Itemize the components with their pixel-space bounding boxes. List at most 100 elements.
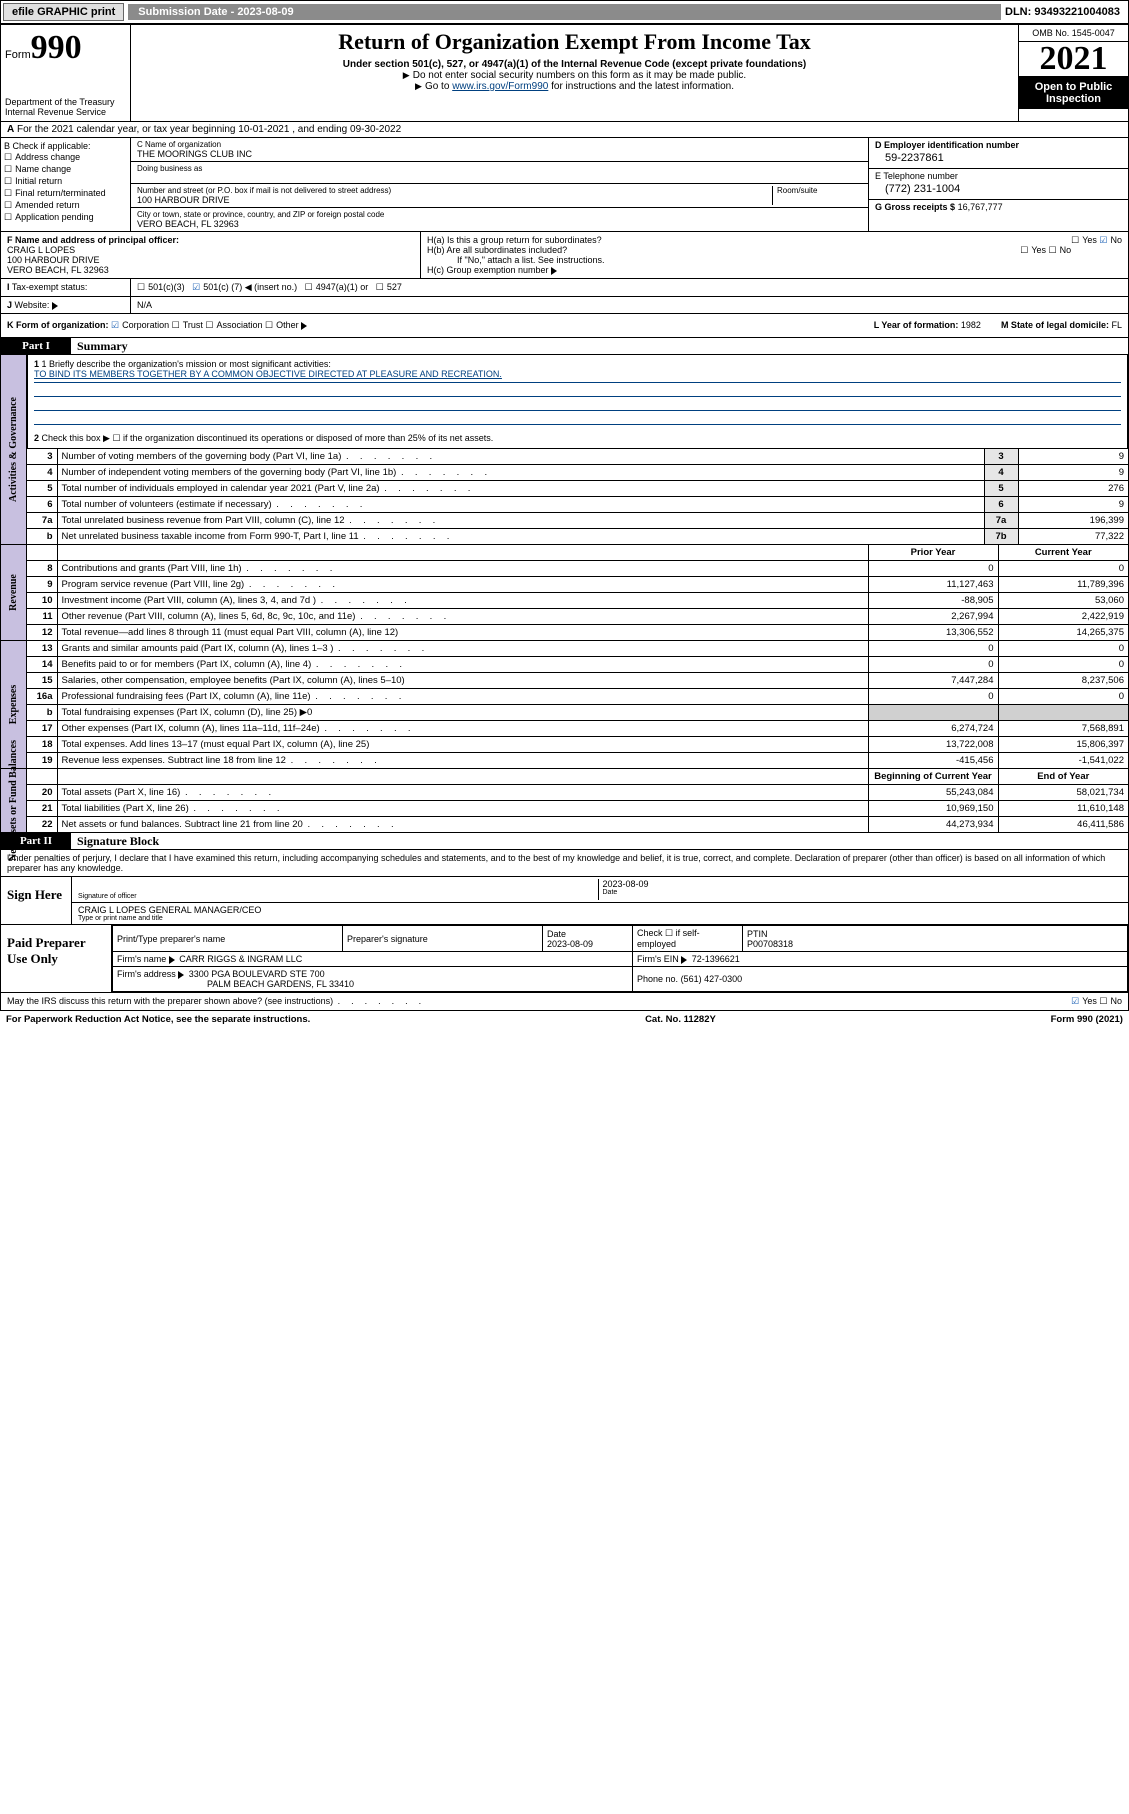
ha-yes[interactable]: Yes: [1071, 235, 1097, 245]
form-title-block: Return of Organization Exempt From Incom…: [131, 25, 1018, 121]
hb-note: If "No," attach a list. See instructions…: [427, 255, 1122, 265]
tax-year: 2021: [1019, 42, 1128, 77]
goto-label: Go to: [415, 81, 452, 92]
discuss-question: May the IRS discuss this return with the…: [7, 996, 1071, 1007]
expenses-table: 13Grants and similar amounts paid (Part …: [27, 641, 1128, 768]
mission-text: TO BIND ITS MEMBERS TOGETHER BY A COMMON…: [34, 369, 1121, 383]
table-row: 9Program service revenue (Part VIII, lin…: [27, 577, 1128, 593]
section-activities: Activities & Governance 1 1 Briefly desc…: [0, 355, 1129, 545]
cat-no: Cat. No. 11282Y: [645, 1014, 716, 1025]
domicile-state: FL: [1111, 320, 1122, 330]
chk-association[interactable]: Association: [205, 320, 262, 330]
firm-ein: 72-1396621: [692, 954, 740, 964]
table-row: 20Total assets (Part X, line 16)55,243,0…: [27, 785, 1128, 801]
ein-label: D Employer identification number: [875, 140, 1122, 150]
phone-value: (772) 231-1004: [875, 181, 1122, 197]
table-row: 13Grants and similar amounts paid (Part …: [27, 641, 1128, 657]
gross-receipts-label: G Gross receipts $: [875, 202, 955, 212]
section-expenses: Expenses 13Grants and similar amounts pa…: [0, 641, 1129, 769]
chk-trust[interactable]: Trust: [172, 320, 203, 330]
ssn-note: Do not enter social security numbers on …: [139, 70, 1010, 81]
part-1-header: Part I Summary: [0, 338, 1129, 355]
form-ref: Form 990 (2021): [1051, 1014, 1123, 1025]
chk-527[interactable]: 527: [376, 282, 402, 292]
org-name-label: C Name of organization: [137, 140, 862, 149]
firm-addr1: 3300 PGA BOULEVARD STE 700: [189, 969, 325, 979]
chk-501c3[interactable]: 501(c)(3): [137, 282, 185, 292]
prep-self-employed[interactable]: Check ☐ if self-employed: [633, 926, 743, 952]
part-1-title: Summary: [71, 339, 128, 354]
sig-officer-label: Signature of officer: [78, 893, 598, 900]
chk-final-return[interactable]: Final return/terminated: [4, 188, 127, 199]
sidebar-revenue: Revenue: [1, 545, 27, 640]
part-2-header: Part II Signature Block: [0, 833, 1129, 850]
efile-button[interactable]: efile GRAPHIC print: [3, 3, 124, 21]
perjury-declaration: Under penalties of perjury, I declare th…: [1, 850, 1128, 876]
preparer-table: Print/Type preparer's name Preparer's si…: [112, 925, 1128, 992]
street-address: 100 HARBOUR DRIVE: [137, 195, 772, 205]
chk-amended[interactable]: Amended return: [4, 200, 127, 211]
open-public-badge: Open to Public Inspection: [1019, 77, 1128, 109]
sidebar-activities: Activities & Governance: [1, 355, 27, 544]
row-i: I Tax-exempt status: 501(c)(3) 501(c) (7…: [0, 279, 1129, 297]
hc-arrow-icon: [551, 267, 557, 275]
prep-name-hdr: Print/Type preparer's name: [113, 926, 343, 952]
section-net-assets: Net Assets or Fund Balances Beginning of…: [0, 769, 1129, 833]
chk-corporation[interactable]: Corporation: [111, 320, 169, 330]
chk-address-change[interactable]: Address change: [4, 152, 127, 163]
box-h-group: H(a) Is this a group return for subordin…: [421, 232, 1128, 278]
chk-other[interactable]: Other: [265, 320, 299, 330]
chk-initial-return[interactable]: Initial return: [4, 176, 127, 187]
irs-link[interactable]: www.irs.gov/Form990: [452, 81, 548, 92]
row-f-h: F Name and address of principal officer:…: [0, 232, 1129, 279]
discuss-yes[interactable]: Yes: [1071, 996, 1097, 1006]
prior-current-header: Revenue Prior YearCurrent Year 8Contribu…: [0, 545, 1129, 641]
submission-date-bar: Submission Date - 2023-08-09: [128, 4, 1001, 20]
table-row: 19Revenue less expenses. Subtract line 1…: [27, 753, 1128, 769]
other-arrow-icon: [301, 322, 307, 330]
website-value: N/A: [131, 297, 1128, 313]
hb-no[interactable]: No: [1049, 245, 1072, 255]
form-title: Return of Organization Exempt From Incom…: [139, 29, 1010, 55]
phone-label: E Telephone number: [875, 171, 1122, 181]
ha-no[interactable]: No: [1099, 235, 1122, 245]
revenue-table: Prior YearCurrent Year 8Contributions an…: [27, 545, 1128, 640]
discuss-no[interactable]: No: [1099, 996, 1122, 1006]
officer-print-name: CRAIG L LOPES GENERAL MANAGER/CEO: [78, 905, 1122, 915]
part-2-title: Signature Block: [71, 834, 159, 849]
box-c-identity: C Name of organization THE MOORINGS CLUB…: [131, 138, 868, 231]
table-row: 16aProfessional fundraising fees (Part I…: [27, 689, 1128, 705]
table-row: bNet unrelated business taxable income f…: [27, 529, 1128, 545]
city-state-zip: VERO BEACH, FL 32963: [137, 219, 862, 229]
table-row: 4Number of independent voting members of…: [27, 465, 1128, 481]
table-row: bTotal fundraising expenses (Part IX, co…: [27, 705, 1128, 721]
firm-arrow-icon: [169, 956, 175, 964]
net-assets-table: Beginning of Current YearEnd of Year 20T…: [27, 769, 1128, 832]
form-number: 990: [31, 29, 82, 66]
page-footer: For Paperwork Reduction Act Notice, see …: [0, 1011, 1129, 1028]
form-number-box: Form990 Department of the Treasury Inter…: [1, 25, 131, 121]
org-name: THE MOORINGS CLUB INC: [137, 149, 862, 159]
table-row: 6Total number of volunteers (estimate if…: [27, 497, 1128, 513]
city-label: City or town, state or province, country…: [137, 210, 862, 219]
table-row: 17Other expenses (Part IX, column (A), l…: [27, 721, 1128, 737]
form-subtitle: Under section 501(c), 527, or 4947(a)(1)…: [139, 59, 1010, 70]
sig-date-label: Date: [603, 889, 1123, 896]
paid-preparer-label: Paid Preparer Use Only: [1, 925, 111, 992]
ein-value: 59-2237861: [875, 150, 1122, 166]
officer-addr1: 100 HARBOUR DRIVE: [7, 255, 100, 265]
firm-addr2: PALM BEACH GARDENS, FL 33410: [117, 979, 354, 989]
chk-name-change[interactable]: Name change: [4, 164, 127, 175]
table-row: 15Salaries, other compensation, employee…: [27, 673, 1128, 689]
department-label: Department of the Treasury Internal Reve…: [5, 97, 126, 117]
chk-501c[interactable]: [192, 282, 203, 292]
prep-sig-hdr: Preparer's signature: [343, 926, 543, 952]
ein-arrow-icon: [681, 956, 687, 964]
chk-4947[interactable]: 4947(a)(1) or: [305, 282, 369, 292]
dln-label: DLN: 93493221004083: [1005, 6, 1126, 18]
hb-yes[interactable]: Yes: [1020, 245, 1046, 255]
box-b-checkboxes: B Check if applicable: Address change Na…: [1, 138, 131, 231]
entity-block: B Check if applicable: Address change Na…: [0, 138, 1129, 232]
chk-app-pending[interactable]: Application pending: [4, 212, 127, 223]
table-row: 3Number of voting members of the governi…: [27, 449, 1128, 465]
